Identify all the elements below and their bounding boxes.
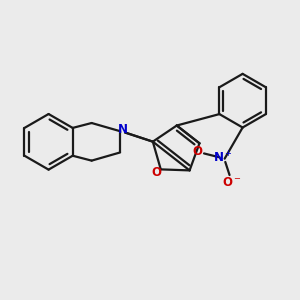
Text: O: O xyxy=(193,145,202,158)
Text: O: O xyxy=(152,166,162,178)
Text: $\mathregular{N}^+$: $\mathregular{N}^+$ xyxy=(213,150,233,166)
Text: N: N xyxy=(118,123,128,136)
Text: $\mathregular{O}^-$: $\mathregular{O}^-$ xyxy=(222,176,242,189)
